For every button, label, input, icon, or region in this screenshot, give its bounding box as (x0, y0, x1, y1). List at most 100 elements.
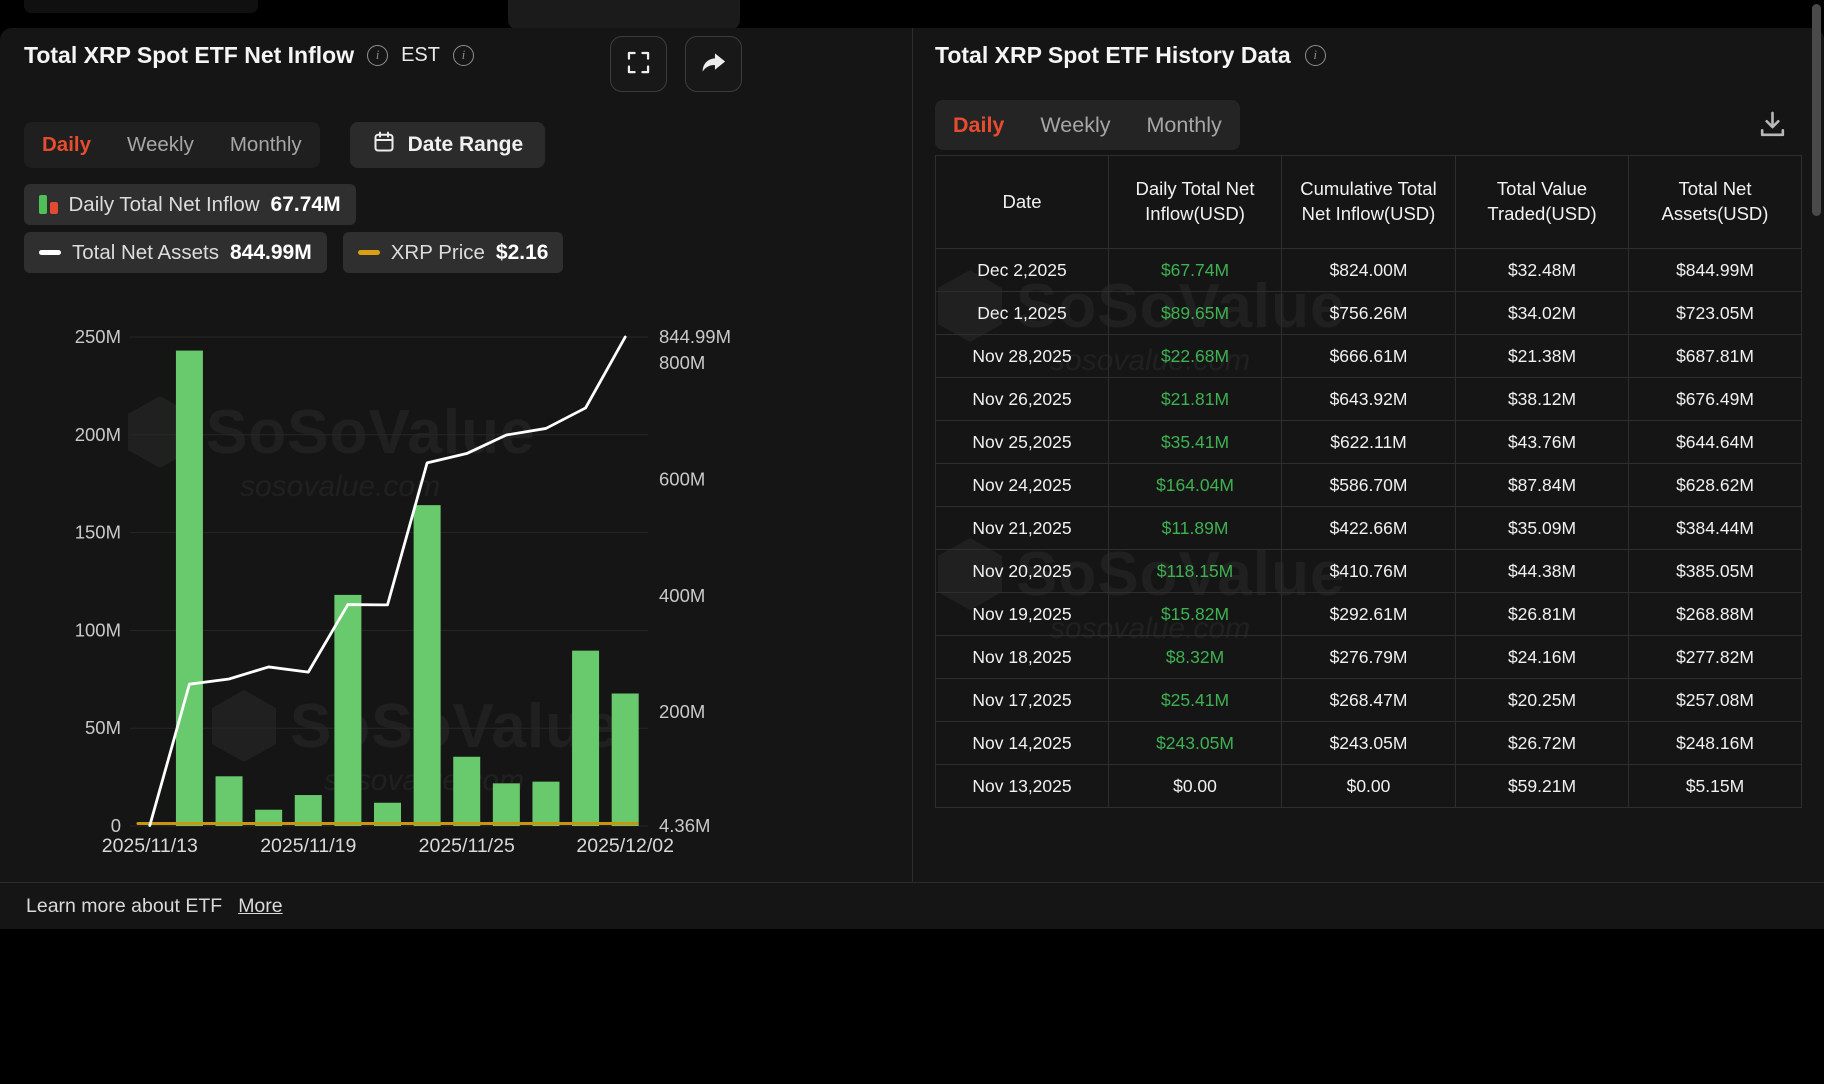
cumulative-inflow-cell: $276.79M (1281, 635, 1456, 679)
net-assets-cell: $385.05M (1628, 549, 1802, 593)
date-cell: Nov 17,2025 (935, 678, 1109, 722)
svg-text:150M: 150M (75, 522, 121, 543)
value-traded-cell: $44.38M (1455, 549, 1629, 593)
legend-label: Total Net Assets (72, 240, 219, 264)
table-row: Nov 20,2025 $118.15M $410.76M $44.38M $385.0… (935, 549, 1802, 593)
cumulative-inflow-cell: $586.70M (1281, 463, 1456, 507)
vertical-scrollbar[interactable] (1812, 4, 1821, 216)
net-assets-cell: $844.99M (1628, 248, 1802, 292)
net-assets-cell: $277.82M (1628, 635, 1802, 679)
more-link[interactable]: More (238, 894, 283, 917)
history-period-tabs: Daily Weekly Monthly (935, 100, 1240, 150)
cumulative-inflow-cell: $756.26M (1281, 291, 1456, 335)
svg-text:2025/11/19: 2025/11/19 (260, 835, 356, 857)
legend-value: 67.74M (270, 192, 341, 216)
daily-inflow-cell: $11.89M (1108, 506, 1282, 550)
net-inflow-chart[interactable]: 0 50M 100M 150M 200M 250M 4.36M 200M 400M 600M 800… (0, 296, 760, 860)
fullscreen-button[interactable] (610, 36, 667, 92)
tab-weekly[interactable]: Weekly (1040, 113, 1111, 137)
info-icon[interactable] (1304, 45, 1326, 66)
date-cell: Nov 18,2025 (935, 635, 1109, 679)
daily-inflow-cell: $0.00 (1108, 764, 1282, 808)
cumulative-inflow-cell: $422.66M (1281, 506, 1456, 550)
tab-daily[interactable]: Daily (42, 133, 91, 156)
svg-text:2025/12/02: 2025/12/02 (576, 835, 674, 857)
cumulative-inflow-cell: $268.47M (1281, 678, 1456, 722)
net-assets-cell: $248.16M (1628, 721, 1802, 765)
date-cell: Nov 26,2025 (935, 377, 1109, 421)
value-traded-cell: $20.25M (1455, 678, 1629, 722)
table-row: Nov 28,2025 $22.68M $666.61M $21.38M $687.81… (935, 334, 1802, 378)
daily-inflow-cell: $164.04M (1108, 463, 1282, 507)
date-cell: Nov 20,2025 (935, 549, 1109, 593)
svg-text:200M: 200M (75, 424, 121, 445)
svg-text:2025/11/13: 2025/11/13 (102, 835, 198, 857)
cumulative-inflow-cell: $410.76M (1281, 549, 1456, 593)
table-row: Nov 13,2025 $0.00 $0.00 $59.21M $5.15M (935, 764, 1802, 808)
gold-line-icon (357, 250, 380, 255)
date-range-button[interactable]: Date Range (349, 122, 546, 168)
svg-text:250M: 250M (75, 326, 121, 347)
table-row: Dec 1,2025 $89.65M $756.26M $34.02M $723.05M (935, 291, 1802, 335)
value-traded-cell: $59.21M (1455, 764, 1629, 808)
column-header-daily-inflow: Daily Total Net Inflow(USD) (1108, 155, 1282, 249)
date-cell: Nov 28,2025 (935, 334, 1109, 378)
daily-inflow-cell: $35.41M (1108, 420, 1282, 464)
table-row: Dec 2,2025 $67.74M $824.00M $32.48M $844.99M (935, 248, 1802, 292)
svg-text:0: 0 (111, 815, 121, 836)
table-row: Nov 19,2025 $15.82M $292.61M $26.81M $268.88… (935, 592, 1802, 636)
cumulative-inflow-cell: $666.61M (1281, 334, 1456, 378)
info-icon[interactable] (367, 45, 389, 66)
daily-inflow-cell: $243.05M (1108, 721, 1282, 765)
net-assets-cell: $257.08M (1628, 678, 1802, 722)
footer-bar: Learn more about ETF More (0, 882, 1824, 929)
legend-value: $2.16 (495, 240, 549, 264)
bar-pair-icon (39, 195, 58, 214)
share-icon (699, 48, 728, 80)
daily-inflow-cell: $118.15M (1108, 549, 1282, 593)
daily-inflow-cell: $15.82M (1108, 592, 1282, 636)
legend-xrp-price[interactable]: XRP Price $2.16 (342, 232, 564, 273)
tab-monthly[interactable]: Monthly (1146, 113, 1222, 137)
svg-text:2025/11/25: 2025/11/25 (419, 835, 515, 857)
value-traded-cell: $26.72M (1455, 721, 1629, 765)
tab-daily[interactable]: Daily (953, 113, 1005, 137)
value-traded-cell: $35.09M (1455, 506, 1629, 550)
chart-period-tabs: Daily Weekly Monthly (24, 122, 320, 168)
svg-text:4.36M: 4.36M (659, 815, 710, 836)
table-header-row: Date Daily Total Net Inflow(USD) Cumulat… (935, 155, 1802, 249)
svg-text:800M: 800M (659, 352, 705, 373)
legend-daily-net-inflow[interactable]: Daily Total Net Inflow 67.74M (24, 184, 356, 225)
download-button[interactable] (1750, 104, 1794, 148)
top-bar-artifact-left (24, 0, 258, 13)
date-cell: Dec 2,2025 (935, 248, 1109, 292)
net-assets-cell: $5.15M (1628, 764, 1802, 808)
table-row: Nov 26,2025 $21.81M $643.92M $38.12M $676.49… (935, 377, 1802, 421)
share-button[interactable] (685, 36, 742, 92)
net-assets-cell: $644.64M (1628, 420, 1802, 464)
column-header-net-assets: Total Net Assets(USD) (1628, 155, 1802, 249)
svg-text:50M: 50M (85, 717, 121, 738)
svg-text:200M: 200M (659, 701, 705, 722)
legend-value: 844.99M (229, 240, 312, 264)
column-header-date: Date (935, 155, 1109, 249)
history-title: Total XRP Spot ETF History Data (935, 42, 1291, 68)
tab-monthly[interactable]: Monthly (229, 133, 302, 156)
svg-text:844.99M: 844.99M (659, 326, 731, 347)
cumulative-inflow-cell: $824.00M (1281, 248, 1456, 292)
fullscreen-icon (625, 49, 652, 79)
est-label: EST (401, 44, 440, 66)
date-range-label: Date Range (407, 133, 524, 156)
top-bar-artifact-tab (508, 0, 740, 30)
value-traded-cell: $38.12M (1455, 377, 1629, 421)
legend-row-1: Daily Total Net Inflow 67.74M (24, 184, 356, 225)
cumulative-inflow-cell: $243.05M (1281, 721, 1456, 765)
legend-total-net-assets[interactable]: Total Net Assets 844.99M (24, 232, 327, 273)
legend-label: XRP Price (390, 240, 485, 264)
daily-inflow-cell: $22.68M (1108, 334, 1282, 378)
date-cell: Nov 21,2025 (935, 506, 1109, 550)
info-icon[interactable] (453, 45, 474, 66)
calendar-icon (372, 130, 396, 160)
date-cell: Nov 24,2025 (935, 463, 1109, 507)
tab-weekly[interactable]: Weekly (127, 133, 194, 156)
